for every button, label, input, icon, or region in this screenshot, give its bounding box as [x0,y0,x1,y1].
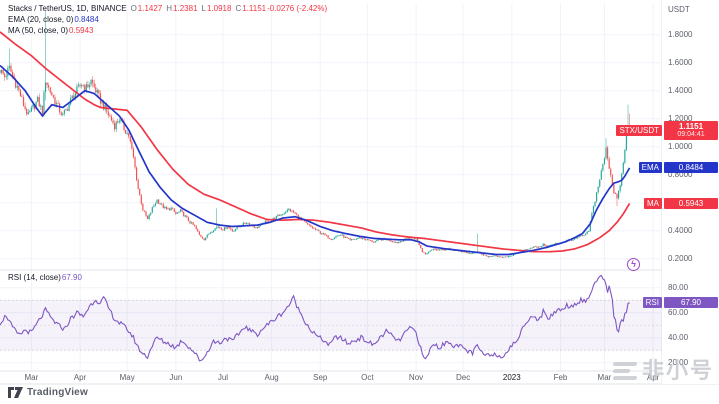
time-tick-label: 2023 [502,373,521,382]
ohlc-open-label: O [130,4,137,13]
price-tick-label: 0.8000 [668,170,693,180]
rsi-value: 67.90 [61,273,82,282]
time-tick-label: Aug [264,373,279,382]
price-axis[interactable]: USDT 1.8000 1.6000 1.4000 1.2000 1.0000 0.800… [662,0,719,384]
price-tick-label: 0.4000 [668,226,693,236]
time-tick-label: Jul [217,373,229,382]
ema-badge[interactable]: EMA 0.8484 [638,162,718,174]
ma-badge[interactable]: MA 0.5943 [644,198,718,209]
symbol-title: Stacks / TetherUS, 1D, BINANCE [8,4,127,13]
ohlc-close-value: 1.1151 [242,4,267,13]
tradingview-logo-icon [8,387,23,398]
gridlines [0,4,662,371]
time-tick-label: Apr [73,373,87,382]
tradingview-logo-text: TradingView [27,387,88,398]
time-tick-label: Apr [646,373,660,382]
rsi-badge[interactable]: RSI 67.90 [642,297,718,309]
rsi-legend-row[interactable]: RSI (14, close)67.90 [8,273,82,282]
change-value: -0.0276 (-2.42%) [267,4,328,13]
ohlc-close-label: C [235,4,242,13]
time-tick-label: Mar [597,373,612,382]
ohlc-high-label: H [166,4,173,13]
tradingview-attribution[interactable]: TradingView [8,387,88,398]
last-price-badge[interactable]: STX/USDT 1.1151 09:04:41 [616,120,718,140]
last-price: 1.1151 [678,121,704,131]
rsi-pane [0,274,662,362]
time-tick-label: Feb [553,373,568,382]
last-price-badge-symbol: STX/USDT [616,124,662,136]
price-tick-label: 1.2000 [668,114,693,124]
ohlc-low-label: L [201,4,206,13]
ma-label: MA (50, close, 0) [8,26,69,35]
ma50-line [0,31,631,253]
price-tick-label: 1.4000 [668,86,693,96]
time-tick-label: Sep [313,373,328,382]
ema-badge-tag: EMA [638,162,662,174]
last-price-badge-value: 1.1151 09:04:41 [664,120,718,140]
watermark-bars-icon [612,362,638,380]
rsi-tick-label: 80.00 [668,283,689,293]
rsi-badge-tag: RSI [642,297,662,309]
price-tick-label: 1.0000 [668,142,693,152]
rsi-line [0,274,630,362]
watermark: 非小号 [612,358,714,383]
ma-value: 0.5943 [69,26,94,35]
price-axis-unit: USDT [668,5,690,14]
bar-countdown: 09:04:41 [677,130,705,138]
ma-badge-value: 0.5943 [664,198,718,209]
ohlc-high-value: 1.2381 [173,4,198,13]
ohlc-low-value: 1.0918 [206,4,232,13]
price-tick-label: 1.8000 [668,30,693,40]
time-tick-label: May [119,373,135,382]
rsi-tick-label: 40.00 [668,333,689,343]
ema20-line [0,64,631,256]
ohlc-open-value: 1.1427 [137,4,163,13]
ema-badge-value: 0.8484 [664,162,718,174]
price-tick-label: 1.6000 [668,58,693,68]
ema-label: EMA (20, close, 0) [8,15,74,24]
lightning-icon[interactable]: ϟ [627,258,640,271]
symbol-legend-row[interactable]: Stacks / TetherUS, 1D, BINANCE O1.1427 H1.… [8,3,327,14]
time-tick-label: Oct [361,373,374,382]
price-legend: Stacks / TetherUS, 1D, BINANCE O1.1427 H1.… [8,3,327,36]
ema-value: 0.8484 [74,15,99,24]
ema-legend-row[interactable]: EMA (20, close, 0)0.8484 [8,14,327,25]
ma-badge-tag: MA [644,198,662,209]
time-tick-label: Nov [408,373,424,382]
rsi-label: RSI (14, close) [8,273,61,282]
price-tick-label: 0.2000 [668,254,693,264]
rsi-badge-value: 67.90 [664,297,718,309]
time-tick-label: Mar [24,373,39,382]
ma-legend-row[interactable]: MA (50, close, 0)0.5943 [8,25,327,36]
watermark-text: 非小号 [641,358,714,383]
time-tick-label: Dec [456,373,471,382]
rsi-tick-label: 60.00 [668,308,689,318]
rsi-tick-label: 20.00 [668,358,689,368]
time-tick-label: Jun [169,373,183,382]
